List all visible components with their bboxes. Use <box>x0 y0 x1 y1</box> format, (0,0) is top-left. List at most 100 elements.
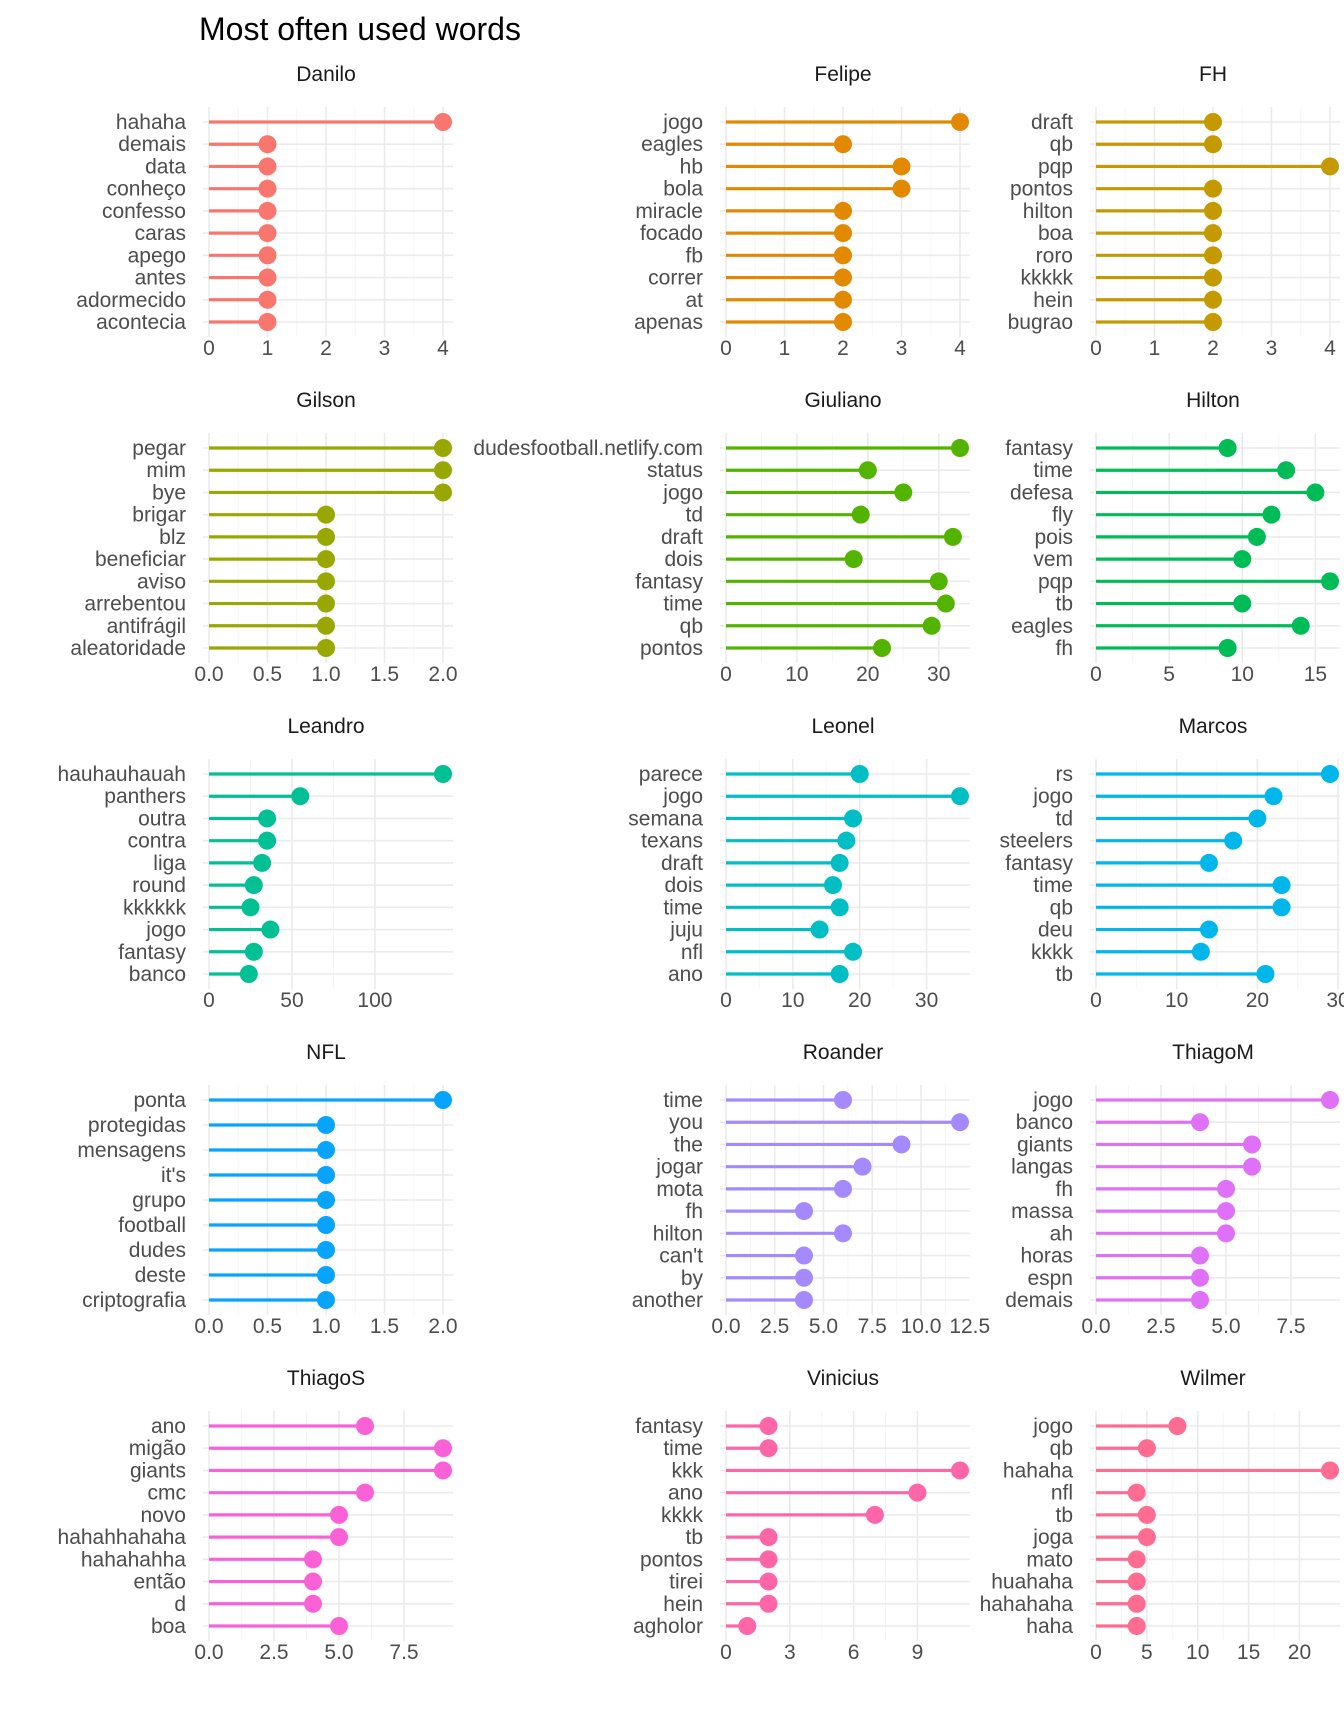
lollipop-point <box>1191 1268 1209 1287</box>
y-tick-label: d <box>174 1593 186 1616</box>
x-tick-label: 3 <box>1266 337 1278 360</box>
lollipop-point <box>253 853 272 872</box>
lollipop-point <box>1233 594 1252 613</box>
facet-strip-label: Leonel <box>811 715 874 738</box>
lollipop-point <box>434 1439 452 1458</box>
y-tick-label: kkkkk <box>1021 267 1074 290</box>
x-tick-label: 5.0 <box>809 1315 838 1338</box>
lollipop-point <box>1204 201 1222 220</box>
y-tick-label: hilton <box>653 1222 703 1245</box>
lollipop-point <box>317 527 335 546</box>
x-tick-label: 0 <box>203 337 215 360</box>
x-tick-label: 1 <box>262 337 274 360</box>
x-tick-label: 1 <box>779 337 791 360</box>
x-tick-label: 10 <box>1165 989 1188 1012</box>
y-tick-label: protegidas <box>88 1114 186 1137</box>
y-tick-label: deste <box>135 1264 186 1287</box>
facet-strip-label: Felipe <box>814 63 871 86</box>
y-tick-label: pontos <box>640 1548 703 1571</box>
lollipop-point <box>330 1617 348 1635</box>
lollipop-point <box>951 1113 969 1132</box>
lollipop-point <box>258 809 277 828</box>
x-tick-label: 0.0 <box>194 1641 223 1664</box>
lollipop-point <box>1321 157 1339 176</box>
lollipop-point <box>258 201 277 220</box>
lollipop-point <box>943 527 962 546</box>
x-tick-label: 3 <box>896 337 908 360</box>
lollipop-point <box>1233 550 1252 569</box>
lollipop-point <box>1127 1483 1146 1502</box>
facet-panel: Hilton 0 5 10 15 fantasytimedefesaflypoisvemp… <box>1005 389 1340 686</box>
lollipop-point <box>834 268 852 287</box>
y-tick-label: cmc <box>148 1482 187 1505</box>
y-tick-label: round <box>132 874 186 897</box>
lollipop-point <box>865 1505 884 1524</box>
y-tick-label: parece <box>639 763 703 786</box>
x-tick-label: 7.5 <box>389 1641 418 1664</box>
y-tick-label: dois <box>664 548 703 571</box>
y-tick-label: qb <box>1050 133 1073 156</box>
lollipop-point <box>1321 1091 1339 1109</box>
lollipop-point <box>317 616 335 635</box>
y-tick-label: ano <box>668 1482 703 1505</box>
y-tick-label: dois <box>664 874 703 897</box>
y-tick-label: fantasy <box>1005 852 1073 875</box>
lollipop-point <box>936 594 955 613</box>
y-tick-label: fh <box>685 1200 703 1223</box>
lollipop-point <box>1204 135 1222 154</box>
y-tick-label: kkkk <box>661 1504 704 1527</box>
y-tick-label: criptografia <box>82 1289 186 1312</box>
facet-strip-label: Roander <box>803 1041 884 1064</box>
y-tick-label: boa <box>1038 222 1073 245</box>
lollipop-point <box>1168 1417 1187 1435</box>
lollipop-point <box>837 831 856 850</box>
lollipop-point <box>1256 965 1275 983</box>
lollipop-point <box>873 639 891 657</box>
lollipop-point <box>1321 765 1339 783</box>
lollipop-point <box>951 787 969 806</box>
y-tick-label: demais <box>118 133 186 156</box>
y-tick-label: hahaha <box>116 111 186 134</box>
x-tick-label: 0.5 <box>253 1315 282 1338</box>
y-tick-label: focado <box>640 222 703 245</box>
lollipop-point <box>258 290 277 309</box>
y-tick-label: the <box>674 1133 703 1156</box>
lollipop-point <box>810 920 829 939</box>
y-tick-label: vem <box>1033 548 1073 571</box>
lollipop-point <box>844 550 863 569</box>
y-tick-label: hauhauhauah <box>58 763 186 786</box>
y-tick-label: draft <box>661 852 703 875</box>
lollipop-point <box>330 1505 348 1524</box>
y-tick-label: outra <box>138 807 186 830</box>
y-tick-label: arrebentou <box>84 593 186 616</box>
chart-title: Most often used words <box>199 11 521 47</box>
x-tick-label: 100 <box>357 989 392 1012</box>
lollipop-point <box>241 898 260 917</box>
x-tick-label: 0 <box>203 989 215 1012</box>
y-tick-label: fantasy <box>635 1415 703 1438</box>
lollipop-point <box>759 1528 778 1547</box>
lollipop-point <box>1204 313 1222 331</box>
y-tick-label: ah <box>1050 1222 1073 1245</box>
y-tick-label: jogo <box>1032 785 1073 808</box>
lollipop-point <box>1137 1528 1156 1547</box>
lollipop-point <box>1217 1179 1235 1198</box>
lollipop-point <box>795 1291 813 1309</box>
facet-strip-label: Wilmer <box>1180 1367 1245 1390</box>
lollipop-point <box>291 787 310 806</box>
lollipop-point <box>853 1157 872 1176</box>
x-tick-label: 0 <box>720 1641 732 1664</box>
lollipop-point <box>851 505 870 524</box>
lollipop-point <box>317 505 335 524</box>
facet-panel: FH 0 1 2 3 4 draftqbpqppontoshiltonboarorokkkk… <box>1008 63 1340 360</box>
y-tick-label: grupo <box>132 1189 186 1212</box>
x-tick-label: 6 <box>848 1641 860 1664</box>
lollipop-point <box>317 1141 335 1159</box>
facet-panel: NFL 0.0 0.5 1.0 1.5 2.0 pontaprotegidasmensage… <box>77 1041 457 1338</box>
lollipop-point <box>1191 1291 1209 1309</box>
y-tick-label: novo <box>140 1504 186 1527</box>
lollipop-point <box>759 1572 778 1591</box>
x-tick-label: 1.0 <box>311 663 340 686</box>
x-tick-label: 12.5 <box>949 1315 990 1338</box>
